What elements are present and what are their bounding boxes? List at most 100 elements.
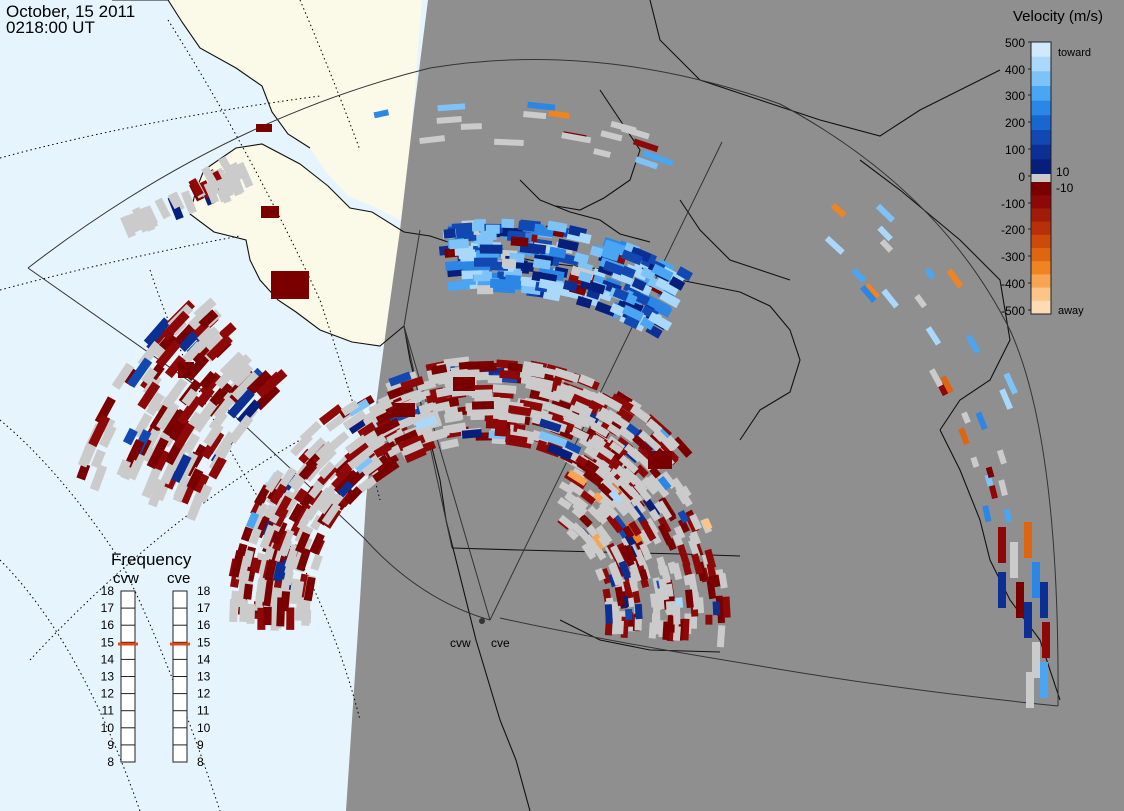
velocity-tick-label: -10 — [1056, 181, 1074, 195]
velocity-cell — [448, 238, 470, 250]
velocity-cell — [527, 101, 556, 111]
velocity-cell — [330, 431, 350, 449]
velocity-cell — [615, 407, 634, 423]
fov-boundary — [27, 58, 1059, 707]
velocity-cell — [293, 502, 311, 525]
radar-fov-outline — [27, 58, 1059, 707]
velocity-cell — [501, 218, 515, 229]
velocity-cell — [716, 625, 726, 648]
velocity-cell — [263, 504, 277, 520]
velocity-cell — [295, 531, 311, 554]
velocity-cell — [604, 604, 613, 624]
velocity-cell — [90, 449, 106, 469]
velocity-cell — [342, 410, 367, 431]
velocity-cell — [253, 484, 271, 507]
velocity-cell — [315, 440, 334, 460]
velocity-cell — [618, 454, 639, 474]
velocity-cell — [186, 468, 204, 491]
velocity-cell — [229, 599, 239, 623]
velocity-cell — [573, 252, 590, 265]
velocity-cell — [668, 276, 686, 291]
velocity-cell — [638, 528, 652, 546]
velocity-cell — [595, 411, 614, 426]
velocity-cell — [269, 483, 288, 506]
velocity-cell — [553, 367, 580, 383]
velocity-cell — [599, 406, 621, 424]
coastline — [859, 159, 1011, 431]
velocity-cell — [718, 572, 728, 589]
velocity-cell — [824, 235, 845, 255]
velocity-cell — [652, 428, 677, 453]
velocity-cell — [161, 310, 190, 341]
velocity-cell — [647, 311, 673, 331]
velocity-cell — [649, 466, 662, 479]
velocity-cell — [218, 322, 237, 340]
velocity-cell — [240, 526, 253, 542]
velocity-cell — [1003, 372, 1018, 395]
velocity-cell — [558, 514, 576, 531]
velocity-cell — [578, 271, 593, 284]
grid-line — [29, 439, 301, 661]
velocity-cell — [638, 569, 649, 581]
velocity-cell — [661, 572, 671, 584]
velocity-cell — [606, 423, 623, 438]
velocity-cell — [660, 470, 677, 490]
velocity-cell — [227, 388, 255, 419]
velocity-cell — [538, 388, 562, 403]
velocity-cell — [131, 206, 150, 233]
velocity-cell — [612, 609, 620, 628]
velocity-cell — [314, 447, 337, 471]
velocity-cell — [634, 603, 643, 620]
velocity-cell — [368, 398, 391, 416]
velocity-cell — [683, 574, 693, 586]
velocity-cell — [298, 459, 318, 480]
velocity-color-swatch — [1031, 195, 1051, 209]
velocity-cell — [188, 178, 204, 197]
velocity-cell — [632, 434, 653, 455]
velocity-cell — [76, 462, 91, 481]
velocity-cell — [681, 618, 690, 641]
velocity-cell — [575, 295, 593, 309]
velocity-cell — [373, 442, 392, 458]
velocity-cell — [645, 418, 663, 435]
velocity-cell — [998, 479, 1008, 497]
velocity-cell — [965, 334, 981, 355]
velocity-cell — [494, 138, 524, 147]
day-land — [112, 0, 422, 346]
velocity-cell — [860, 284, 877, 303]
velocity-cell — [677, 518, 690, 534]
velocity-cell — [579, 514, 593, 528]
velocity-cell — [929, 368, 944, 388]
velocity-cell — [635, 464, 649, 478]
velocity-color-swatch — [1031, 115, 1051, 131]
velocity-cell — [393, 403, 415, 417]
velocity-cell — [206, 334, 233, 361]
velocity-cell — [591, 422, 606, 436]
velocity-cell — [655, 277, 680, 296]
velocity-cell — [440, 438, 460, 450]
velocity-cell — [243, 583, 253, 600]
frequency-tick-label-left: 14 — [101, 652, 115, 666]
velocity-cell — [924, 267, 936, 280]
frequency-tick-label-right: 8 — [197, 755, 204, 769]
velocity-cell — [609, 441, 624, 455]
velocity-cell — [985, 466, 995, 479]
velocity-cell — [309, 532, 325, 555]
frequency-tick-label-right: 17 — [197, 601, 211, 615]
velocity-cell — [372, 460, 400, 483]
velocity-cell — [1016, 582, 1024, 618]
velocity-cell — [526, 367, 542, 378]
velocity-cell — [480, 230, 497, 240]
velocity-color-bar-frame — [1030, 41, 1052, 315]
velocity-cell — [1042, 622, 1050, 658]
velocity-color-swatch — [1031, 130, 1051, 146]
velocity-cell — [255, 577, 267, 602]
velocity-cell — [655, 587, 665, 604]
velocity-cell — [288, 503, 305, 523]
velocity-color-swatch — [1031, 234, 1051, 249]
velocity-cell — [664, 435, 680, 451]
velocity-cell — [152, 449, 171, 472]
velocity-tick-label: 300 — [1005, 89, 1025, 103]
velocity-cell — [206, 334, 225, 354]
map-title-date: October, 15 2011 — [6, 2, 135, 21]
